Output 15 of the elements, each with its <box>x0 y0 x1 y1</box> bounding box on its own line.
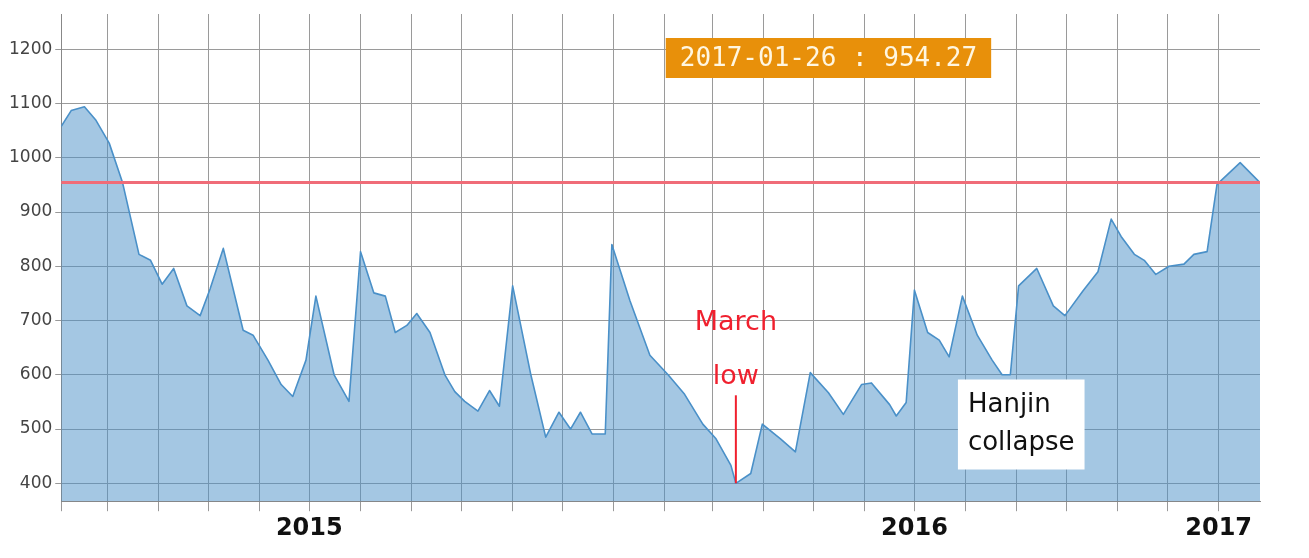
y-tick-label: 700 <box>19 308 53 329</box>
y-tick-label: 600 <box>19 363 53 384</box>
annotation: 2017-01-26 : 954.27 <box>679 41 978 72</box>
y-tick-label: 400 <box>19 471 53 492</box>
y-tick-label: 900 <box>19 200 53 221</box>
annotation: Hanjin collapse <box>967 388 1075 457</box>
y-tick-label: 500 <box>19 417 53 438</box>
x-tick-label: 2015 <box>275 512 343 541</box>
y-tick-label: 1100 <box>9 91 53 112</box>
x-tick-label: 2016 <box>881 512 948 541</box>
annotation: March low <box>694 305 778 391</box>
y-tick-label: 1200 <box>9 37 53 58</box>
y-tick-label: 800 <box>19 254 53 275</box>
y-tick-label: 1000 <box>9 146 53 167</box>
x-tick-label: 2017 <box>1185 512 1253 541</box>
